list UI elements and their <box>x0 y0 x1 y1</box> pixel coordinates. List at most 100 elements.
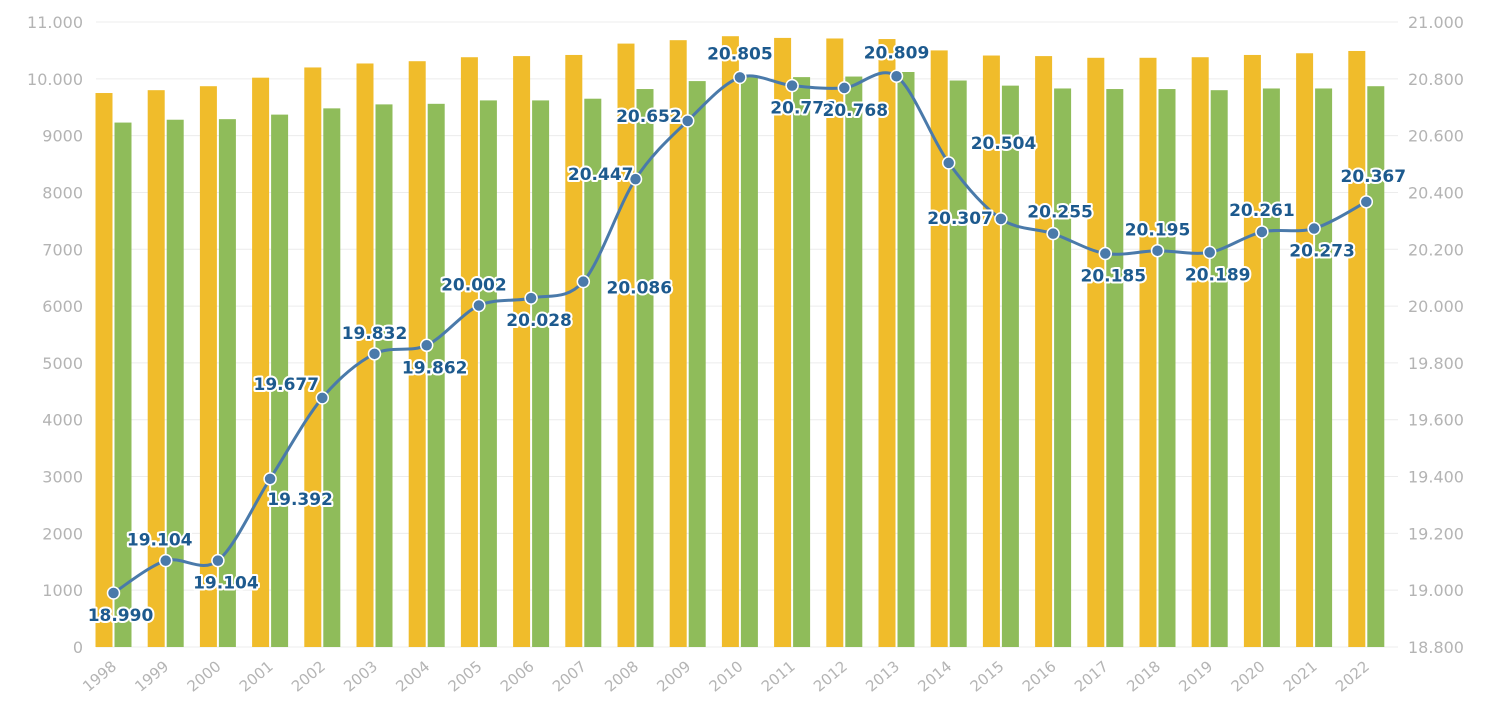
left-tick-label: 0 <box>73 638 83 657</box>
x-tick-label: 2004 <box>392 657 433 695</box>
left-tick-label: 5000 <box>42 354 83 373</box>
right-tick-label: 19.600 <box>1408 411 1464 430</box>
bar-green <box>271 114 289 647</box>
bar-green <box>1106 89 1124 647</box>
point-value-label: 20.367 <box>1340 167 1406 187</box>
bar-yellow <box>982 55 1000 648</box>
point-value-label: 20.261 <box>1229 201 1295 221</box>
left-tick-label: 1000 <box>42 581 83 600</box>
point-value-label: 20.307 <box>927 209 993 229</box>
line-point <box>1202 245 1217 260</box>
bar-yellow <box>95 93 113 648</box>
bar-green <box>479 100 497 648</box>
bar-green <box>793 77 811 647</box>
bar-green <box>949 80 967 648</box>
right-tick-label: 20.800 <box>1408 70 1464 89</box>
bar-yellow <box>930 50 948 647</box>
bar-green <box>688 81 706 647</box>
bar-yellow <box>565 54 583 648</box>
x-tick-label: 2020 <box>1228 657 1269 695</box>
point-value-label: 20.195 <box>1125 221 1191 241</box>
line-point <box>1046 226 1060 241</box>
line-point <box>994 212 1008 226</box>
left-tick-label: 8000 <box>42 183 83 202</box>
bar-yellow <box>617 43 635 648</box>
line-point <box>211 553 225 568</box>
x-tick-label: 2001 <box>236 657 277 695</box>
bar-yellow <box>408 61 426 648</box>
point-value-label: 20.028 <box>506 311 572 331</box>
point-value-label: 20.255 <box>1027 203 1093 223</box>
right-axis: 18.800 19.000 19.200 19.400 19.600 19.800 20.0… <box>1408 13 1464 657</box>
bar-green <box>532 100 550 648</box>
bar-yellow <box>1191 57 1209 647</box>
right-tick-label: 21.000 <box>1408 13 1464 32</box>
bar-green <box>375 104 393 648</box>
bar-green <box>166 119 184 647</box>
line-point <box>524 291 538 305</box>
point-value-label: 20.805 <box>707 44 773 64</box>
bar-yellow <box>513 56 531 648</box>
point-value-label: 18.990 <box>88 606 154 626</box>
point-value-label: 20.504 <box>971 134 1037 154</box>
x-tick-label: 2010 <box>706 657 747 695</box>
right-tick-label: 19.800 <box>1408 354 1464 373</box>
bar-yellow <box>356 63 374 647</box>
bar-green <box>584 98 602 648</box>
line-point <box>576 274 591 289</box>
line-path <box>112 71 1367 595</box>
point-value-label: 20.652 <box>616 107 682 127</box>
x-tick-label: 2005 <box>445 657 486 695</box>
point-value-label: 20.809 <box>864 43 930 63</box>
bar-green <box>1262 88 1280 647</box>
bar-yellow <box>147 90 165 647</box>
point-value-label: 19.862 <box>402 358 468 378</box>
bar-green <box>1315 88 1333 647</box>
line-point <box>1098 246 1113 261</box>
point-value-label: 19.392 <box>267 490 333 510</box>
bar-yellow <box>774 37 792 647</box>
x-tick-label: 2014 <box>914 657 955 695</box>
point-value-label: 20.002 <box>441 276 507 296</box>
bar-series <box>95 36 1385 648</box>
point-value-label: 20.273 <box>1289 242 1355 262</box>
line-point <box>315 391 330 405</box>
line-point <box>419 338 434 353</box>
right-tick-label: 20.000 <box>1408 297 1464 316</box>
line-point <box>367 347 382 361</box>
bar-yellow <box>826 38 844 647</box>
right-tick-label: 18.800 <box>1408 638 1464 657</box>
x-tick-label: 2012 <box>810 657 851 695</box>
left-tick-label: 4000 <box>42 411 83 430</box>
x-tick-label: 2021 <box>1280 657 1321 695</box>
line-point <box>1255 225 1269 239</box>
bar-green <box>218 119 236 648</box>
point-value-label: 20.768 <box>822 101 888 121</box>
bar-yellow <box>252 77 270 647</box>
bar-green <box>427 103 445 648</box>
left-tick-label: 7000 <box>42 240 83 259</box>
bar-green <box>114 122 132 648</box>
bar-yellow <box>1348 50 1366 647</box>
x-tick-label: 2016 <box>1019 657 1060 695</box>
line-point <box>158 553 173 568</box>
bar-yellow <box>1087 57 1105 647</box>
x-tick-label: 2015 <box>967 657 1008 695</box>
point-value-label: 19.104 <box>193 574 259 594</box>
left-tick-label: 6000 <box>42 297 83 316</box>
x-tick-label: 2007 <box>549 657 590 695</box>
bar-green <box>1001 85 1019 648</box>
bar-yellow <box>878 39 896 647</box>
bar-green <box>845 76 863 647</box>
x-axis: 1998 1999 2000 2001 2002 2003 2004 2005 2006 2007… <box>79 657 1373 695</box>
line-point <box>1359 195 1374 209</box>
point-value-label: 20.776 <box>770 99 836 119</box>
line-point <box>785 78 799 93</box>
right-tick-label: 19.400 <box>1408 468 1464 487</box>
bar-yellow <box>669 40 687 647</box>
x-tick-label: 2000 <box>184 657 225 695</box>
point-value-label: 20.447 <box>568 165 634 185</box>
x-tick-label: 1999 <box>131 657 172 695</box>
line-point <box>889 69 904 84</box>
